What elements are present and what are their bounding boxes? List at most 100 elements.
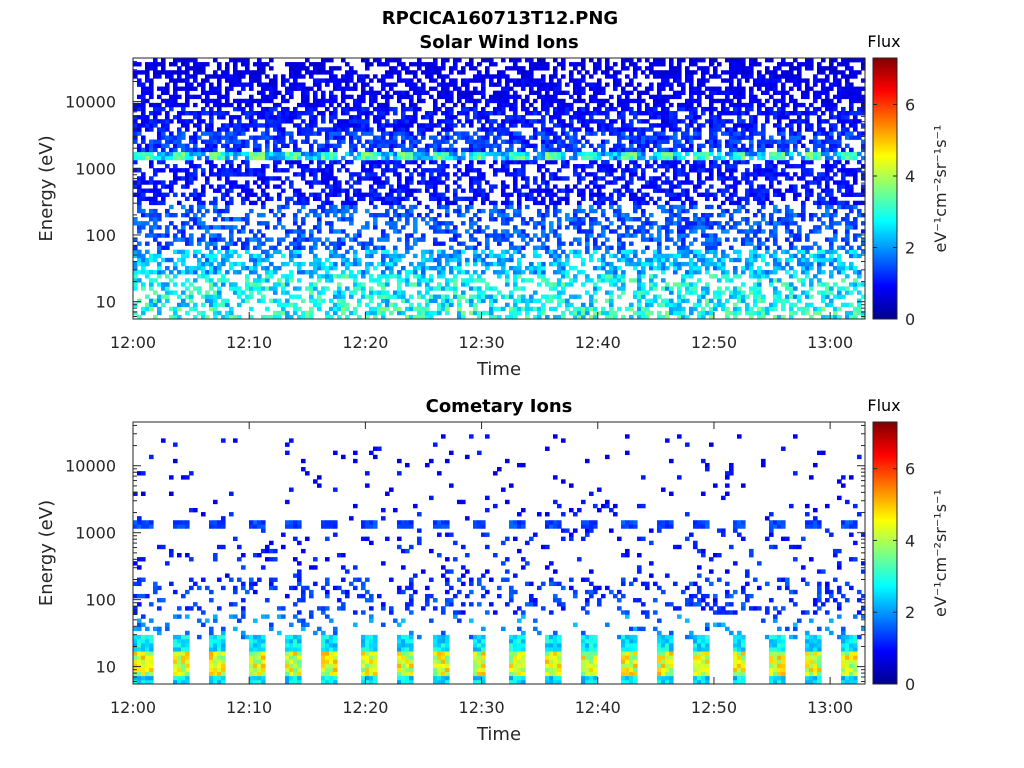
spectrogram-cell xyxy=(181,290,186,295)
spectrogram-cell xyxy=(477,208,482,214)
spectrogram-cell xyxy=(181,270,186,275)
spectrogram-cell xyxy=(445,212,450,218)
spectrogram-cell xyxy=(213,131,218,136)
spectrogram-cell xyxy=(317,159,322,165)
spectrogram-cell xyxy=(557,123,562,128)
spectrogram-cell xyxy=(745,180,750,185)
spectrogram-cell xyxy=(401,131,406,136)
spectrogram-cell xyxy=(709,298,714,303)
spectrogram-cell xyxy=(533,135,538,140)
spectrogram-cell xyxy=(717,265,722,271)
spectrogram-cell xyxy=(761,306,766,312)
spectrogram-cell xyxy=(473,131,478,136)
spectrogram-cell xyxy=(453,286,458,291)
spectrogram-cell xyxy=(445,204,450,210)
spectrogram-cell xyxy=(669,208,674,214)
spectrogram-cell xyxy=(765,176,770,181)
spectrogram-cell xyxy=(229,286,234,291)
spectrogram-cell xyxy=(645,119,650,124)
spectrogram-cell xyxy=(341,237,346,242)
spectrogram-cell xyxy=(721,274,726,279)
spectrogram-cell xyxy=(649,176,654,181)
spectrogram-cell xyxy=(553,233,558,238)
spectrogram-cell xyxy=(785,139,790,144)
spectrogram-cell xyxy=(701,217,706,222)
spectrogram-cell xyxy=(381,270,386,275)
spectrogram-cell xyxy=(809,123,814,128)
spectrogram-cell xyxy=(681,233,686,238)
spectrogram-cell xyxy=(781,196,786,202)
spectrogram-cell xyxy=(437,306,442,312)
spectrogram-cell xyxy=(405,184,410,189)
spectrogram-cell xyxy=(525,310,530,316)
spectrogram-cell xyxy=(409,135,414,140)
spectrogram-cell xyxy=(753,131,758,136)
spectrogram-cell xyxy=(273,151,278,157)
spectrogram-cell xyxy=(265,131,270,136)
spectrogram-cell xyxy=(609,294,614,299)
spectrogram-cell xyxy=(389,217,394,222)
spectrogram-cell xyxy=(173,168,178,173)
spectrogram-cell xyxy=(665,164,670,169)
spectrogram-cell xyxy=(705,151,710,157)
spectrogram-cell xyxy=(293,306,298,312)
spectrogram-cell xyxy=(789,212,794,218)
spectrogram-cell xyxy=(825,286,830,291)
spectrogram-cell xyxy=(785,217,790,222)
spectrogram-cell xyxy=(769,168,774,173)
spectrogram-cell xyxy=(633,229,638,234)
spectrogram-cell xyxy=(141,306,146,312)
spectrogram-cell xyxy=(845,200,850,206)
spectrogram-cell xyxy=(425,286,430,291)
spectrogram-cell xyxy=(585,184,590,189)
spectrogram-cell xyxy=(789,151,794,157)
spectrogram-cell xyxy=(829,290,834,295)
spectrogram-cell xyxy=(809,188,814,193)
spectrogram-cell xyxy=(189,164,194,169)
spectrogram-cell xyxy=(817,290,822,295)
spectrogram-cell xyxy=(721,253,726,259)
spectrogram-cell xyxy=(817,278,822,283)
spectrogram-cell xyxy=(621,241,626,246)
spectrogram-cell xyxy=(861,188,866,193)
spectrogram-cell xyxy=(641,131,646,136)
spectrogram-cell xyxy=(721,270,726,275)
spectrogram-cell xyxy=(849,265,854,271)
spectrogram-cell xyxy=(289,131,294,136)
spectrogram-cell xyxy=(809,155,814,161)
spectrogram-cell xyxy=(621,131,626,136)
spectrogram-cell xyxy=(553,208,558,214)
spectrogram-cell xyxy=(461,278,466,283)
spectrogram-cell xyxy=(781,139,786,144)
spectrogram-cell xyxy=(677,192,682,197)
spectrogram-cell xyxy=(341,241,346,246)
spectrogram-cell xyxy=(205,241,210,246)
spectrogram-cell xyxy=(745,237,750,242)
spectrogram-cell xyxy=(369,172,374,177)
figure-filename-title: RPCICA160713T12.PNG xyxy=(381,8,619,29)
spectrogram-cell xyxy=(653,131,658,136)
spectrogram-cell xyxy=(341,200,346,206)
spectrogram-cell xyxy=(205,298,210,303)
spectrogram-cell xyxy=(153,123,158,128)
spectrogram-cell xyxy=(437,221,442,226)
spectrogram-cell xyxy=(149,217,154,222)
spectrogram-cell xyxy=(709,184,714,189)
spectrogram-cell xyxy=(133,127,138,132)
spectrogram-cell xyxy=(289,196,294,202)
spectrogram-cell xyxy=(809,212,814,218)
spectrogram-cell xyxy=(525,278,530,283)
spectrogram-cell xyxy=(217,294,222,299)
spectrogram-cell xyxy=(317,290,322,295)
spectrogram-cell xyxy=(661,180,666,185)
spectrogram-cell xyxy=(545,135,550,140)
spectrogram-cell xyxy=(293,159,298,165)
spectrogram-cell xyxy=(373,139,378,144)
spectrogram-cell xyxy=(389,270,394,275)
spectrogram-cell xyxy=(289,257,294,263)
spectrogram-cell xyxy=(149,119,154,124)
spectrogram-cell xyxy=(265,314,270,320)
spectrogram-cell xyxy=(805,168,810,173)
spectrogram-cell xyxy=(465,270,470,275)
spectrogram-cell xyxy=(781,147,786,153)
